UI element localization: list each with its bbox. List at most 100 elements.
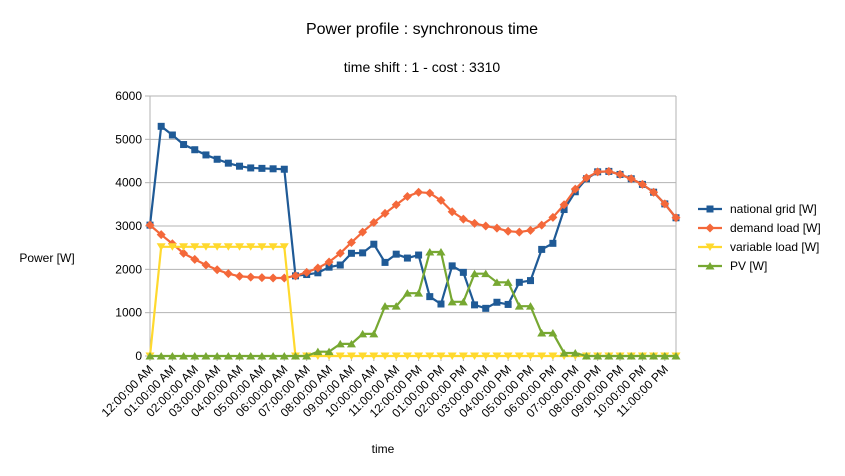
marker bbox=[246, 272, 256, 282]
marker bbox=[269, 165, 277, 173]
marker bbox=[380, 352, 390, 360]
marker bbox=[268, 273, 278, 283]
marker bbox=[290, 352, 300, 360]
marker bbox=[481, 269, 491, 278]
marker bbox=[414, 187, 424, 197]
marker bbox=[213, 155, 221, 163]
marker bbox=[347, 249, 355, 257]
legend-label: national grid [W] bbox=[730, 202, 817, 216]
marker bbox=[335, 339, 345, 348]
marker bbox=[180, 141, 188, 149]
y-tick-label: 0 bbox=[135, 349, 142, 363]
legend-item: PV [W] bbox=[698, 259, 767, 273]
marker bbox=[257, 243, 267, 251]
marker bbox=[447, 207, 457, 217]
marker bbox=[380, 208, 390, 218]
marker bbox=[190, 243, 200, 251]
marker bbox=[526, 225, 536, 235]
marker bbox=[279, 243, 289, 251]
marker bbox=[201, 352, 211, 360]
marker bbox=[157, 122, 165, 130]
marker bbox=[705, 243, 715, 251]
marker bbox=[145, 220, 155, 230]
marker bbox=[493, 298, 501, 306]
marker bbox=[548, 352, 558, 360]
y-tick-label: 2000 bbox=[115, 262, 142, 276]
y-tick-label: 5000 bbox=[115, 132, 142, 146]
marker bbox=[191, 146, 199, 154]
marker bbox=[515, 278, 523, 286]
marker bbox=[258, 164, 266, 172]
legend-label: demand load [W] bbox=[730, 221, 821, 235]
marker bbox=[346, 339, 356, 348]
marker bbox=[201, 243, 211, 251]
marker bbox=[570, 348, 580, 357]
marker bbox=[402, 192, 412, 202]
marker bbox=[370, 240, 378, 248]
marker bbox=[537, 352, 547, 360]
marker bbox=[660, 352, 670, 360]
marker bbox=[426, 293, 434, 301]
marker bbox=[626, 352, 636, 360]
marker bbox=[212, 243, 222, 251]
marker bbox=[336, 261, 344, 269]
marker bbox=[537, 329, 547, 337]
marker bbox=[346, 237, 356, 247]
marker bbox=[358, 352, 368, 360]
marker bbox=[436, 195, 446, 205]
y-tick-label: 4000 bbox=[115, 176, 142, 190]
marker bbox=[257, 352, 267, 360]
marker bbox=[346, 352, 356, 360]
marker bbox=[380, 302, 390, 310]
marker bbox=[660, 199, 670, 209]
legend-item: national grid [W] bbox=[698, 202, 817, 216]
marker bbox=[212, 265, 222, 275]
marker bbox=[324, 257, 334, 267]
marker bbox=[537, 220, 547, 230]
marker bbox=[514, 302, 524, 310]
marker bbox=[604, 352, 614, 360]
marker bbox=[302, 352, 312, 360]
marker bbox=[492, 352, 502, 360]
marker bbox=[201, 260, 211, 270]
marker bbox=[314, 269, 322, 277]
marker bbox=[615, 352, 625, 360]
marker bbox=[403, 254, 411, 262]
marker bbox=[570, 184, 580, 194]
marker bbox=[179, 352, 189, 360]
marker bbox=[649, 352, 659, 360]
marker bbox=[179, 248, 189, 258]
marker bbox=[549, 239, 557, 247]
marker bbox=[359, 249, 367, 257]
marker bbox=[448, 262, 456, 270]
marker bbox=[425, 352, 435, 360]
marker bbox=[235, 271, 245, 281]
marker bbox=[223, 352, 233, 360]
marker bbox=[604, 166, 614, 176]
marker bbox=[190, 254, 200, 264]
marker bbox=[223, 243, 233, 251]
marker bbox=[581, 173, 591, 183]
marker bbox=[167, 352, 177, 360]
marker bbox=[559, 200, 569, 210]
marker bbox=[626, 174, 636, 184]
marker bbox=[156, 230, 166, 240]
marker bbox=[593, 352, 603, 360]
marker bbox=[392, 250, 400, 258]
marker bbox=[381, 258, 389, 266]
marker bbox=[257, 273, 267, 283]
marker bbox=[458, 297, 468, 306]
marker bbox=[503, 226, 513, 236]
marker bbox=[335, 248, 345, 258]
marker bbox=[470, 218, 480, 228]
marker bbox=[436, 352, 446, 360]
marker bbox=[391, 302, 401, 310]
marker bbox=[615, 169, 625, 179]
marker bbox=[324, 347, 334, 356]
marker bbox=[447, 352, 457, 360]
x-axis-label: time bbox=[372, 442, 395, 456]
marker bbox=[492, 278, 502, 286]
marker bbox=[671, 213, 681, 223]
legend-item: variable load [W] bbox=[698, 240, 819, 254]
